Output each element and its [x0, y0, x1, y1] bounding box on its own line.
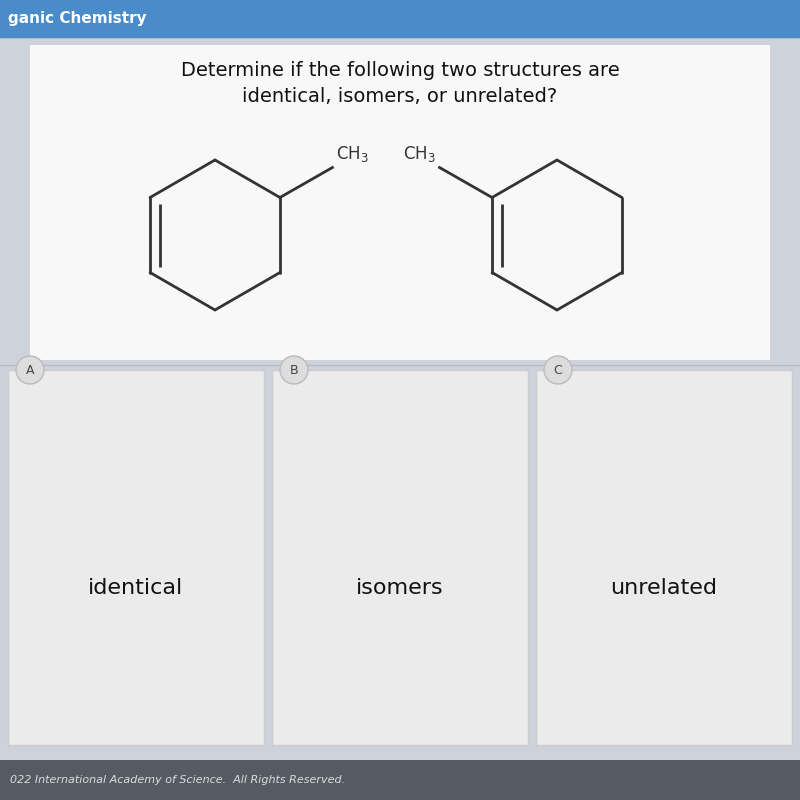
Text: identical, isomers, or unrelated?: identical, isomers, or unrelated? [242, 87, 558, 106]
FancyBboxPatch shape [0, 0, 800, 38]
Circle shape [280, 356, 308, 384]
Text: B: B [290, 363, 298, 377]
Text: CH$_3$: CH$_3$ [337, 143, 370, 163]
FancyBboxPatch shape [536, 370, 792, 745]
FancyBboxPatch shape [8, 370, 264, 745]
FancyBboxPatch shape [272, 370, 528, 745]
Circle shape [16, 356, 44, 384]
Text: A: A [26, 363, 34, 377]
FancyBboxPatch shape [30, 45, 770, 360]
Text: 022 International Academy of Science.  All Rights Reserved.: 022 International Academy of Science. Al… [10, 775, 345, 785]
Text: unrelated: unrelated [610, 578, 718, 598]
Text: identical: identical [88, 578, 184, 598]
Text: isomers: isomers [356, 578, 444, 598]
Text: Determine if the following two structures are: Determine if the following two structure… [181, 61, 619, 79]
Circle shape [544, 356, 572, 384]
Text: CH$_3$: CH$_3$ [402, 143, 435, 163]
FancyBboxPatch shape [0, 760, 800, 800]
Text: C: C [554, 363, 562, 377]
Text: ganic Chemistry: ganic Chemistry [8, 11, 146, 26]
